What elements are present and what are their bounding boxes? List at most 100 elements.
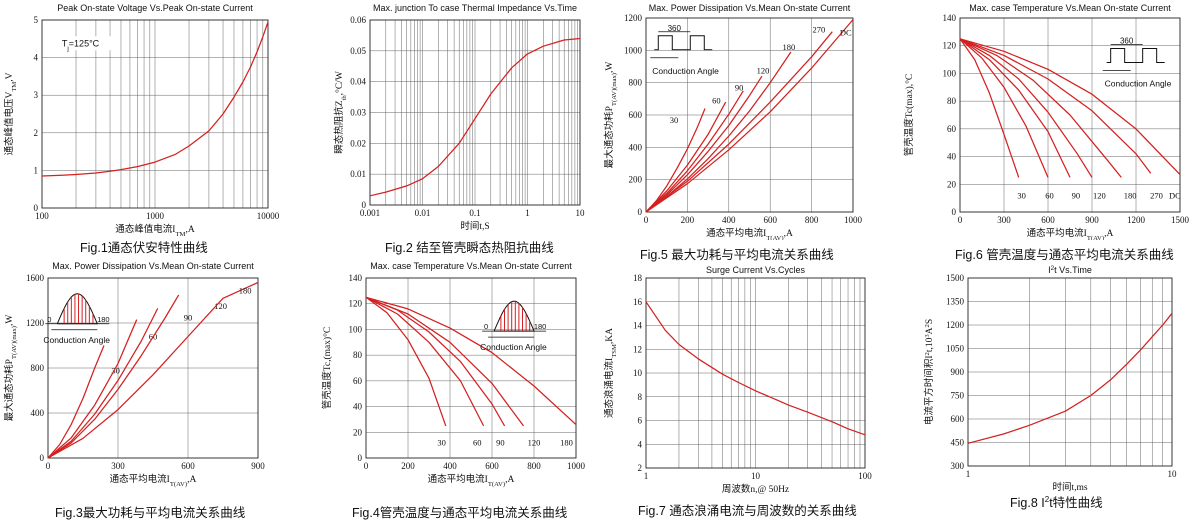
chart-title: Surge Current Vs.Cycles	[706, 265, 806, 275]
caption-fig4: Fig.4管壳温度与通态平均电流关系曲线	[352, 506, 568, 520]
half-sine-wave	[56, 293, 99, 325]
series-label-90: 90	[184, 312, 193, 322]
chart-fig8: I2t Vs.Time 1 10 300 450 600 750 900 1050 1200 135…	[920, 262, 1190, 493]
x-tick-label: 0.001	[360, 208, 380, 218]
grid	[968, 278, 1172, 466]
chart-svg: Max. Power Dissipation Vs.Mean On-state …	[603, 3, 863, 240]
series-label-30: 30	[1017, 190, 1026, 200]
series-line-dc	[959, 38, 1181, 176]
y-tick-label: 120	[943, 41, 957, 51]
chart-fig1: Peak On-state Voltage Vs.Peak On-state C…	[0, 0, 285, 236]
y-tick-label: 1000	[624, 45, 643, 55]
y-tick-label: 120	[349, 299, 363, 309]
x-tick-label: 300	[111, 461, 125, 471]
x-axis-label: 通态平均电流IT(AV),A	[110, 473, 197, 488]
chart-fig5: Max. Power Dissipation Vs.Mean On-state …	[600, 0, 875, 240]
series-line-120	[47, 294, 180, 459]
y-tick-label: 140	[943, 13, 957, 23]
y-tick-label: 8	[638, 392, 643, 402]
y-tick-label: 14	[633, 321, 643, 331]
x-tick-label: 300	[997, 215, 1011, 225]
chart-title: I2t Vs.Time	[1048, 265, 1092, 276]
y-axis-label: 电流平方时间积I2t,103A2S	[923, 319, 935, 425]
series-label-180: 180	[1124, 190, 1137, 200]
square-wave	[654, 35, 713, 51]
y-axis-label: 管壳温度Tc,(max)°C	[321, 327, 333, 410]
y-tick-label: 0.04	[350, 77, 366, 87]
y-axis-label: 瞬态热阻抗Zth,°C/W	[333, 71, 348, 154]
caption-fig5: Fig.5 最大功耗与平均电流关系曲线	[640, 248, 834, 262]
x-tick-label: 400	[722, 215, 736, 225]
y-tick-label: 1050	[946, 344, 965, 354]
y-tick-label: 40	[353, 402, 363, 412]
y-tick-label: 0.03	[350, 108, 366, 118]
plot-frame	[41, 19, 269, 209]
series-line-60	[47, 319, 138, 459]
y-tick-label: 1200	[624, 13, 643, 23]
x-tick-label: 600	[181, 461, 195, 471]
caption-fig6: Fig.6 管壳温度与通态平均电流关系曲线	[955, 248, 1174, 262]
series-label-180: 180	[239, 285, 252, 295]
series-label-270: 270	[812, 24, 825, 34]
series-line-270	[959, 38, 1152, 174]
series-line-270	[645, 31, 833, 213]
series-line	[369, 37, 581, 197]
series-line-90	[47, 308, 159, 459]
chart-fig3: Max. Power Dissipation Vs.Mean On-state …	[0, 258, 285, 502]
y-tick-label: 60	[353, 376, 363, 386]
series-label-30: 30	[111, 365, 120, 375]
x-tick-label: 800	[527, 461, 541, 471]
x-tick-label: 600	[485, 461, 499, 471]
series-label-270: 270	[1150, 190, 1163, 200]
x-tick-label: 1500	[1171, 215, 1190, 225]
half-sine-wave	[493, 300, 535, 332]
angle-label: 180	[97, 315, 110, 324]
series-label-dc: DC	[840, 28, 852, 38]
chart-svg: Max. case Temperature Vs.Mean On-state C…	[321, 261, 586, 488]
chart-fig7: Surge Current Vs.Cycles 1 10 100 2 4 6 8 10 12 14 1…	[600, 262, 875, 498]
x-tick-label: 200	[681, 215, 695, 225]
y-axis-label: 最大通态功耗PT(AV)(max),W	[3, 315, 18, 422]
series-line-180	[959, 38, 1122, 178]
y-axis-label: 管壳温度Tc(max),°C	[903, 74, 915, 157]
conduction-angle-label: Conduction Angle	[480, 342, 547, 352]
y-tick-label: 20	[353, 427, 363, 437]
y-tick-label: 6	[638, 416, 643, 426]
chart-svg: I2t Vs.Time 1 10 300 450 600 750 900 1050 1200 135…	[923, 265, 1177, 493]
x-tick-label: 0	[46, 461, 51, 471]
x-axis-label: 通态平均电流IT(AV),A	[706, 227, 793, 240]
x-tick-label: 1000	[844, 215, 863, 225]
y-tick-label: 140	[349, 273, 363, 283]
caption-fig3: Fig.3最大功耗与平均电流关系曲线	[55, 506, 246, 520]
zero-label: 0	[47, 315, 51, 324]
chart-title: Max. Power Dissipation Vs.Mean On-state …	[649, 3, 851, 13]
series-label-dc: DC	[1169, 190, 1181, 200]
y-tick-label: 4	[638, 439, 643, 449]
series-label-180: 180	[782, 42, 795, 52]
series-line-180	[365, 296, 577, 426]
x-tick-label: 400	[443, 461, 457, 471]
caption-fig8-sup: 2	[1044, 494, 1050, 504]
conduction-angle-label: Conduction Angle	[1105, 78, 1172, 88]
caption-fig8-tail: t特性曲线	[1049, 496, 1103, 510]
y-axis-label: 通态浪涌电流ITSM,KA	[603, 328, 618, 418]
x-tick-label: 800	[805, 215, 819, 225]
x-tick-label: 10000	[257, 211, 280, 221]
y-tick-label: 1350	[946, 297, 965, 307]
series-label-120: 120	[214, 301, 227, 311]
x-axis-label: 周波数n,@ 50Hz	[722, 483, 789, 495]
y-tick-label: 600	[951, 414, 965, 424]
y-tick-label: 0.01	[350, 169, 366, 179]
chart-fig2: Max. junction To case Thermal Impedance …	[330, 0, 620, 236]
x-axis-label: 通态平均电流IT(AV),A	[1027, 227, 1114, 240]
y-tick-label: 800	[31, 363, 45, 373]
x-tick-label: 1	[644, 471, 649, 481]
series-line-60	[959, 38, 1049, 178]
grid	[646, 278, 865, 468]
x-axis-label: 通态峰值电流ITM,A	[115, 223, 195, 236]
series-label-60: 60	[473, 438, 482, 448]
x-axis-label: 时间t,ms	[1052, 481, 1087, 492]
chart-svg: Surge Current Vs.Cycles 1 10 100 2 4 6 8 10 12 14 1…	[603, 265, 872, 495]
x-tick-label: 100	[858, 471, 872, 481]
grid	[366, 278, 576, 458]
